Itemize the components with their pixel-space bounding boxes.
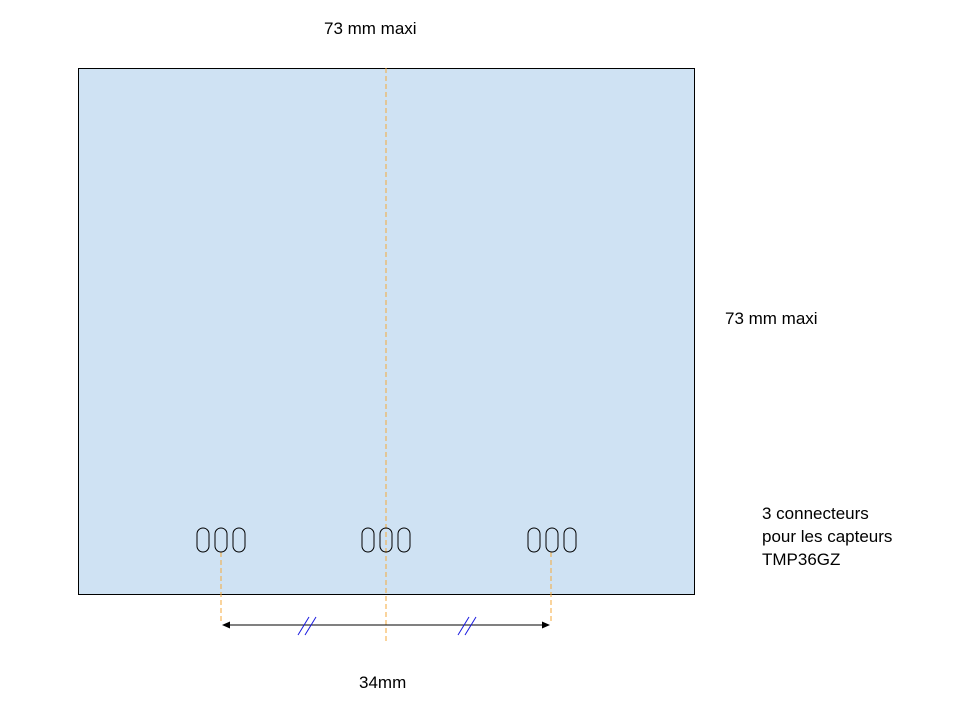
- equal-distance-mark-right: [457, 616, 477, 636]
- connector-pin: [563, 527, 577, 553]
- connector-pin: [397, 527, 411, 553]
- connector-pin: [379, 527, 393, 553]
- connector-center: [361, 527, 411, 553]
- connector-pin: [196, 527, 210, 553]
- connector-pin: [232, 527, 246, 553]
- top-width-label: 73 mm maxi: [324, 19, 417, 38]
- connector-right: [527, 527, 577, 553]
- connector-note-line: TMP36GZ: [762, 550, 841, 569]
- connector-pin: [545, 527, 559, 553]
- connector-note-line: 3 connecteurs: [762, 504, 869, 523]
- connector-note-line: pour les capteurs: [762, 527, 893, 546]
- side-height-label: 73 mm maxi: [725, 309, 818, 328]
- spacing-dimension-label: 34mm: [359, 673, 407, 692]
- connector-pin: [361, 527, 375, 553]
- arrow-head-right-icon: [542, 621, 550, 629]
- equal-distance-mark-left: [297, 616, 317, 636]
- connector-pin: [214, 527, 228, 553]
- connector-note: 3 connecteurs pour les capteurs TMP36GZ: [762, 502, 892, 571]
- connector-pin: [527, 527, 541, 553]
- pcb-board: [78, 68, 695, 595]
- arrow-head-left-icon: [222, 621, 230, 629]
- connector-left: [196, 527, 246, 553]
